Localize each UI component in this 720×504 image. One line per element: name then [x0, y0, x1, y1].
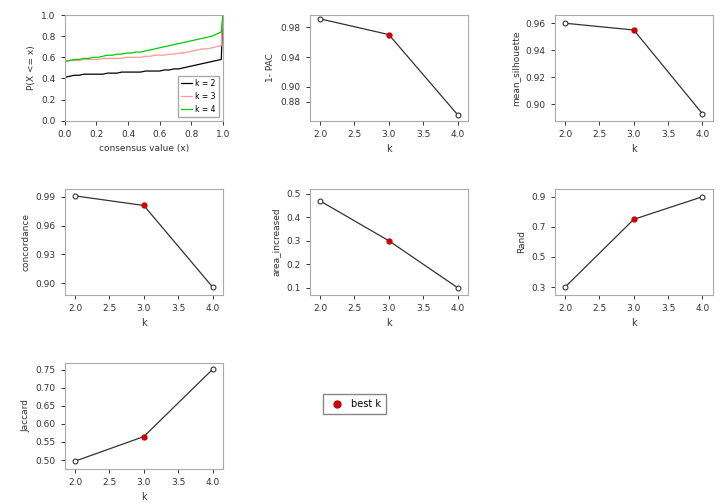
Y-axis label: mean_silhouette: mean_silhouette — [511, 30, 520, 106]
Y-axis label: area_increased: area_increased — [272, 208, 281, 276]
Y-axis label: Rand: Rand — [517, 230, 526, 254]
X-axis label: k: k — [386, 144, 392, 154]
X-axis label: k: k — [141, 318, 147, 328]
X-axis label: consensus value (x): consensus value (x) — [99, 144, 189, 153]
Y-axis label: concordance: concordance — [21, 213, 30, 271]
X-axis label: k: k — [631, 144, 636, 154]
X-axis label: k: k — [631, 318, 636, 328]
Legend: best k: best k — [323, 395, 386, 414]
Y-axis label: P(X <= x): P(X <= x) — [27, 45, 36, 90]
Legend: k = 2, k = 3, k = 4: k = 2, k = 3, k = 4 — [178, 76, 219, 117]
Y-axis label: 1- PAC: 1- PAC — [266, 53, 275, 82]
X-axis label: k: k — [386, 318, 392, 328]
Y-axis label: Jaccard: Jaccard — [21, 400, 30, 432]
X-axis label: k: k — [141, 492, 147, 502]
